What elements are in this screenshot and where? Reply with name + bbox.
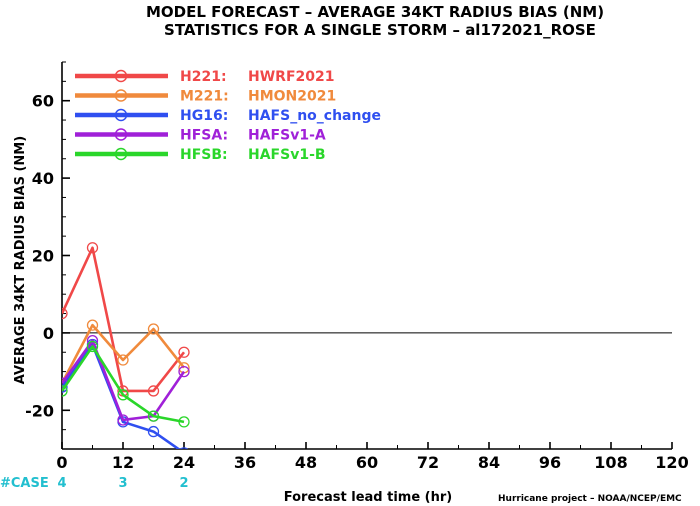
y-tick-label: 20: [32, 247, 54, 266]
legend-swatch-marker: [114, 147, 128, 161]
chart-title-line2: STATISTICS FOR A SINGLE STORM – al172021…: [164, 21, 596, 39]
legend-series-label: HWRF2021: [248, 69, 334, 85]
series-line: [62, 339, 186, 422]
legend-swatch-marker: [114, 108, 128, 122]
legend-series-name: HFSA:: [180, 128, 228, 144]
x-tick-label: 120: [655, 453, 688, 472]
case-count: 4: [57, 476, 66, 491]
data-point: [179, 447, 189, 449]
case-count: 3: [118, 476, 127, 491]
data-point: [178, 346, 190, 358]
data-point: [86, 319, 99, 331]
x-tick-label: 60: [356, 453, 378, 472]
y-axis-label: AVERAGE 34KT RADIUS BIAS (NM): [13, 136, 28, 384]
data-point: [117, 389, 129, 401]
x-tick-label: 0: [56, 453, 67, 472]
data-point: [178, 365, 190, 378]
x-tick-label: 108: [594, 453, 627, 472]
y-tick-label: -20: [25, 401, 54, 420]
x-tick-label: 36: [234, 453, 256, 472]
legend-series-label: HAFS_no_change: [248, 108, 381, 124]
data-point: [117, 354, 129, 366]
data-point: [62, 381, 68, 393]
series-line: [62, 246, 186, 393]
legend-series-label: HAFSv1-A: [248, 128, 326, 144]
legend-swatch-marker: [114, 128, 128, 141]
series-group: [62, 242, 190, 449]
y-tick-label: 60: [32, 92, 54, 111]
credit-text: Hurricane project – NOAA/NCEP/EMC: [498, 494, 682, 504]
data-point: [147, 425, 160, 438]
chart-title-line1: MODEL FORECAST – AVERAGE 34KT RADIUS BIA…: [146, 3, 604, 21]
data-point: [62, 385, 68, 397]
legend-swatch-marker: [114, 89, 128, 102]
legend-series-name: HG16:: [180, 108, 228, 124]
data-point: [147, 410, 160, 422]
plot-area: -20 0 20 40 60 0 12 24 36 48 60 72 84 96 108 120 H221: HW…: [25, 61, 689, 472]
legend-series-label: HMON2021: [248, 89, 336, 105]
x-tick-label: 72: [417, 453, 439, 472]
data-point: [147, 385, 160, 397]
legend-series-label: HAFSv1-B: [248, 147, 326, 163]
legend: H221: HWRF2021 M221: HMON2021 HG16: HAFS_no_c…: [75, 69, 381, 163]
data-point: [62, 307, 68, 320]
series-line: [62, 323, 186, 384]
case-label: #CASE: [0, 476, 49, 491]
x-tick-label: 48: [295, 453, 317, 472]
data-point: [117, 414, 129, 426]
legend-series-name: M221:: [180, 89, 229, 105]
legend-series-name: HFSB:: [180, 147, 228, 163]
x-tick-label: 96: [539, 453, 561, 472]
series-line: [62, 343, 181, 449]
legend-series-name: H221:: [180, 69, 227, 85]
y-tick-label: 0: [43, 324, 54, 343]
legend-swatch-marker: [114, 69, 128, 83]
x-tick-label: 84: [478, 453, 500, 472]
data-point: [86, 340, 99, 353]
y-tick-label: 40: [32, 169, 54, 188]
x-tick-label: 24: [173, 453, 195, 472]
series-line: [62, 345, 185, 424]
case-count: 2: [179, 476, 188, 491]
data-point: [86, 242, 99, 254]
x-axis-label: Forecast lead time (hr): [284, 490, 452, 505]
data-point: [147, 323, 160, 335]
x-tick-label: 12: [112, 453, 134, 472]
data-point: [178, 416, 190, 428]
